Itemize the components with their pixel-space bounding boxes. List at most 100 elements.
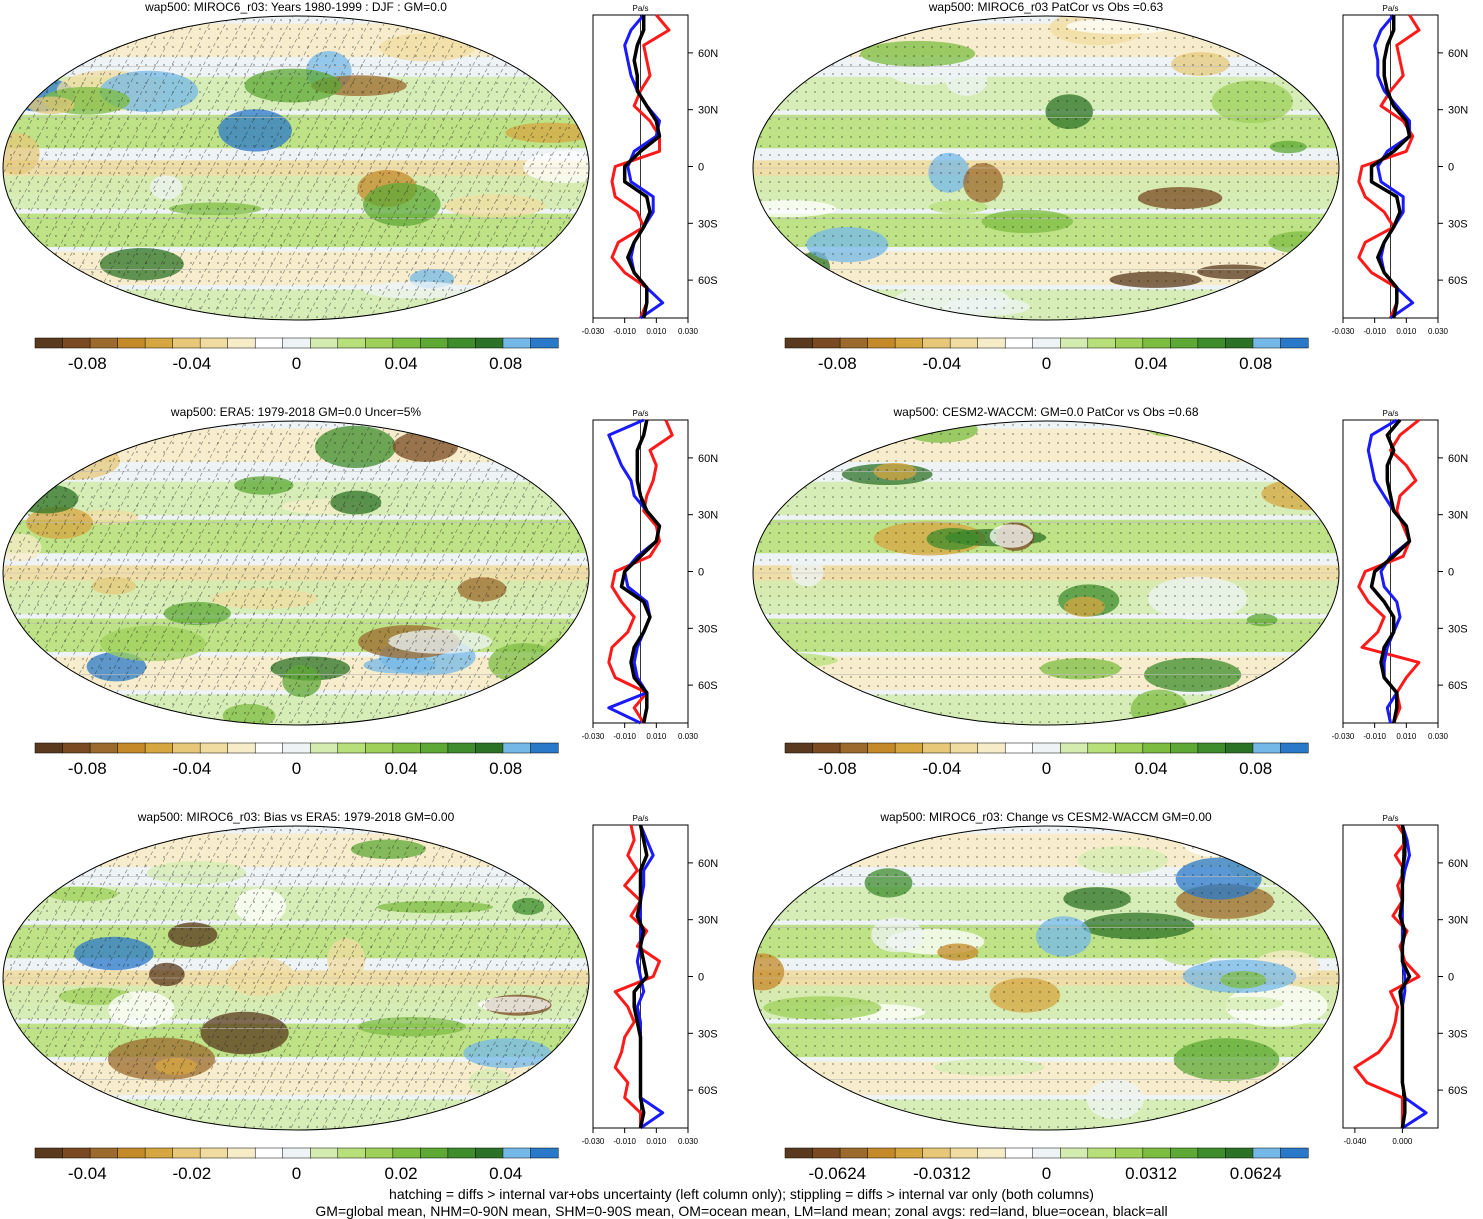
- colorbar-swatch: [475, 1147, 504, 1159]
- colorbar-tick-label: 0: [292, 354, 301, 373]
- profile-line-land: [1357, 14, 1421, 319]
- colorbar-swatch: [117, 337, 146, 349]
- colorbar-swatch: [172, 337, 201, 349]
- colorbar-swatch: [1032, 337, 1061, 349]
- x-tick-label: 0.010: [646, 732, 667, 741]
- profile-line-ocean: [1400, 824, 1428, 1130]
- colorbar-swatch: [1170, 1147, 1199, 1159]
- colorbar-swatch: [784, 1147, 814, 1159]
- panel-4: wap500: CESM2-WACCM: GM=0.0 PatCor vs Ob…: [752, 405, 1468, 778]
- profile-unit: Pa/s: [632, 814, 648, 823]
- x-tick-label: 0.010: [646, 1137, 667, 1146]
- colorbar-swatch: [1060, 742, 1089, 754]
- x-tick-label: 0.030: [678, 1137, 699, 1146]
- lat-tick-label: 60S: [698, 1085, 718, 1097]
- colorbar-swatch: [1032, 742, 1061, 754]
- lat-tick-label: 30S: [698, 623, 718, 635]
- colorbar-tick-label: 0: [1042, 759, 1051, 778]
- colorbar-swatch: [949, 742, 979, 754]
- colorbar-swatch: [34, 337, 64, 349]
- colorbar-tick-label: 0: [1042, 354, 1051, 373]
- colorbar-swatch: [1087, 742, 1116, 754]
- colorbar-swatch: [784, 337, 814, 349]
- map-anomaly: [1280, 421, 1339, 433]
- profile-line-all: [1369, 15, 1412, 319]
- map: [753, 421, 1339, 725]
- map-anomaly: [534, 295, 575, 315]
- lat-tick-label: 60S: [698, 680, 718, 692]
- lat-tick-label: 0: [1448, 162, 1454, 174]
- colorbar-swatch: [282, 742, 311, 754]
- colorbar-swatch: [227, 337, 256, 349]
- map-border: [2, 420, 590, 726]
- colorbar-swatch: [89, 742, 119, 754]
- colorbar-tick-label: 0.08: [489, 354, 522, 373]
- colorbar-swatch: [89, 1147, 119, 1159]
- x-tick-label: -0.030: [582, 1137, 605, 1146]
- colorbar-tick-label: -0.08: [818, 354, 857, 373]
- profile-line-all: [1369, 418, 1412, 724]
- lat-tick-label: 60N: [1448, 453, 1468, 465]
- colorbar: -0.08 -0.04 0 0.04 0.08: [34, 337, 559, 373]
- x-tick-label: 0.030: [1428, 732, 1449, 741]
- colorbar-tick-label: -0.04: [173, 354, 212, 373]
- colorbar-swatch: [365, 1147, 394, 1159]
- colorbar-tick-label: 0.04: [1135, 759, 1168, 778]
- colorbar-tick-label: 0: [1042, 1164, 1051, 1183]
- profile-unit: Pa/s: [1382, 409, 1398, 418]
- colorbar-swatch: [227, 1147, 256, 1159]
- colorbar-swatch: [62, 337, 91, 349]
- colorbar-swatch: [784, 742, 814, 754]
- colorbar-swatch: [1197, 1147, 1226, 1159]
- colorbar-swatch: [310, 742, 339, 754]
- colorbar-swatch: [530, 742, 559, 754]
- colorbar-tick-label: -0.08: [818, 759, 857, 778]
- stippling: [753, 826, 1339, 1130]
- zonal-profile: Pa/s 60N 30N 0 30S 60S -0.030 -0.010 0.010 0.030: [582, 409, 719, 741]
- colorbar-swatch: [254, 1147, 284, 1159]
- colorbar-swatch: [254, 742, 284, 754]
- panel-3: wap500: ERA5: 1979-2018 GM=0.0 Uncer=5% -…: [2, 405, 719, 778]
- lat-tick-label: 30S: [1448, 623, 1468, 635]
- colorbar-swatch: [1004, 1147, 1034, 1159]
- zonal-profile: Pa/s 60N 30N 0 30S 60S -0.030 -0.010 0.010 0.030: [1332, 4, 1469, 336]
- colorbar-swatch: [282, 1147, 311, 1159]
- colorbar-swatch: [1142, 742, 1171, 754]
- colorbar-swatch: [922, 337, 951, 349]
- x-tick-label: -0.030: [1332, 327, 1355, 336]
- colorbar-swatch: [1142, 337, 1171, 349]
- profile-line-all: [632, 824, 649, 1129]
- colorbar-swatch: [420, 742, 449, 754]
- lat-tick-label: 30N: [698, 510, 718, 522]
- colorbar-swatch: [949, 1147, 979, 1159]
- colorbar-swatch: [867, 1147, 896, 1159]
- colorbar-swatch: [977, 1147, 1006, 1159]
- colorbar-swatch: [392, 742, 421, 754]
- colorbar-swatch: [144, 337, 174, 349]
- colorbar-swatch: [447, 742, 476, 754]
- colorbar-swatch: [949, 337, 979, 349]
- colorbar-swatch: [1004, 337, 1034, 349]
- colorbar-swatch: [254, 337, 284, 349]
- lat-tick-label: 30N: [1448, 915, 1468, 927]
- colorbar-swatch: [977, 742, 1006, 754]
- colorbar: -0.04 -0.02 0 0.02 0.04: [34, 1147, 559, 1183]
- colorbar-tick-label: 0.02: [385, 1164, 418, 1183]
- colorbar-swatch: [1252, 337, 1282, 349]
- map: [3, 421, 589, 725]
- x-tick-label: 0.010: [1396, 732, 1417, 741]
- x-tick-label: -0.010: [613, 732, 636, 741]
- x-tick-label: -0.010: [1363, 327, 1386, 336]
- colorbar-swatch: [1060, 1147, 1089, 1159]
- x-tick-label: 0.030: [678, 327, 699, 336]
- profile-line-all: [1398, 824, 1412, 1129]
- lat-tick-label: 30S: [1448, 1028, 1468, 1040]
- zonal-profile: Pa/s 60N 30N 0 30S 60S -0.030 -0.010 0.010 0.030: [582, 814, 719, 1146]
- colorbar-swatch: [34, 1147, 64, 1159]
- colorbar-swatch: [117, 1147, 146, 1159]
- map-anomaly: [753, 642, 798, 678]
- x-tick-label: -0.040: [1344, 1137, 1367, 1146]
- profile-unit: Pa/s: [632, 409, 648, 418]
- x-tick-label: 0.010: [646, 327, 667, 336]
- map-border: [2, 15, 590, 321]
